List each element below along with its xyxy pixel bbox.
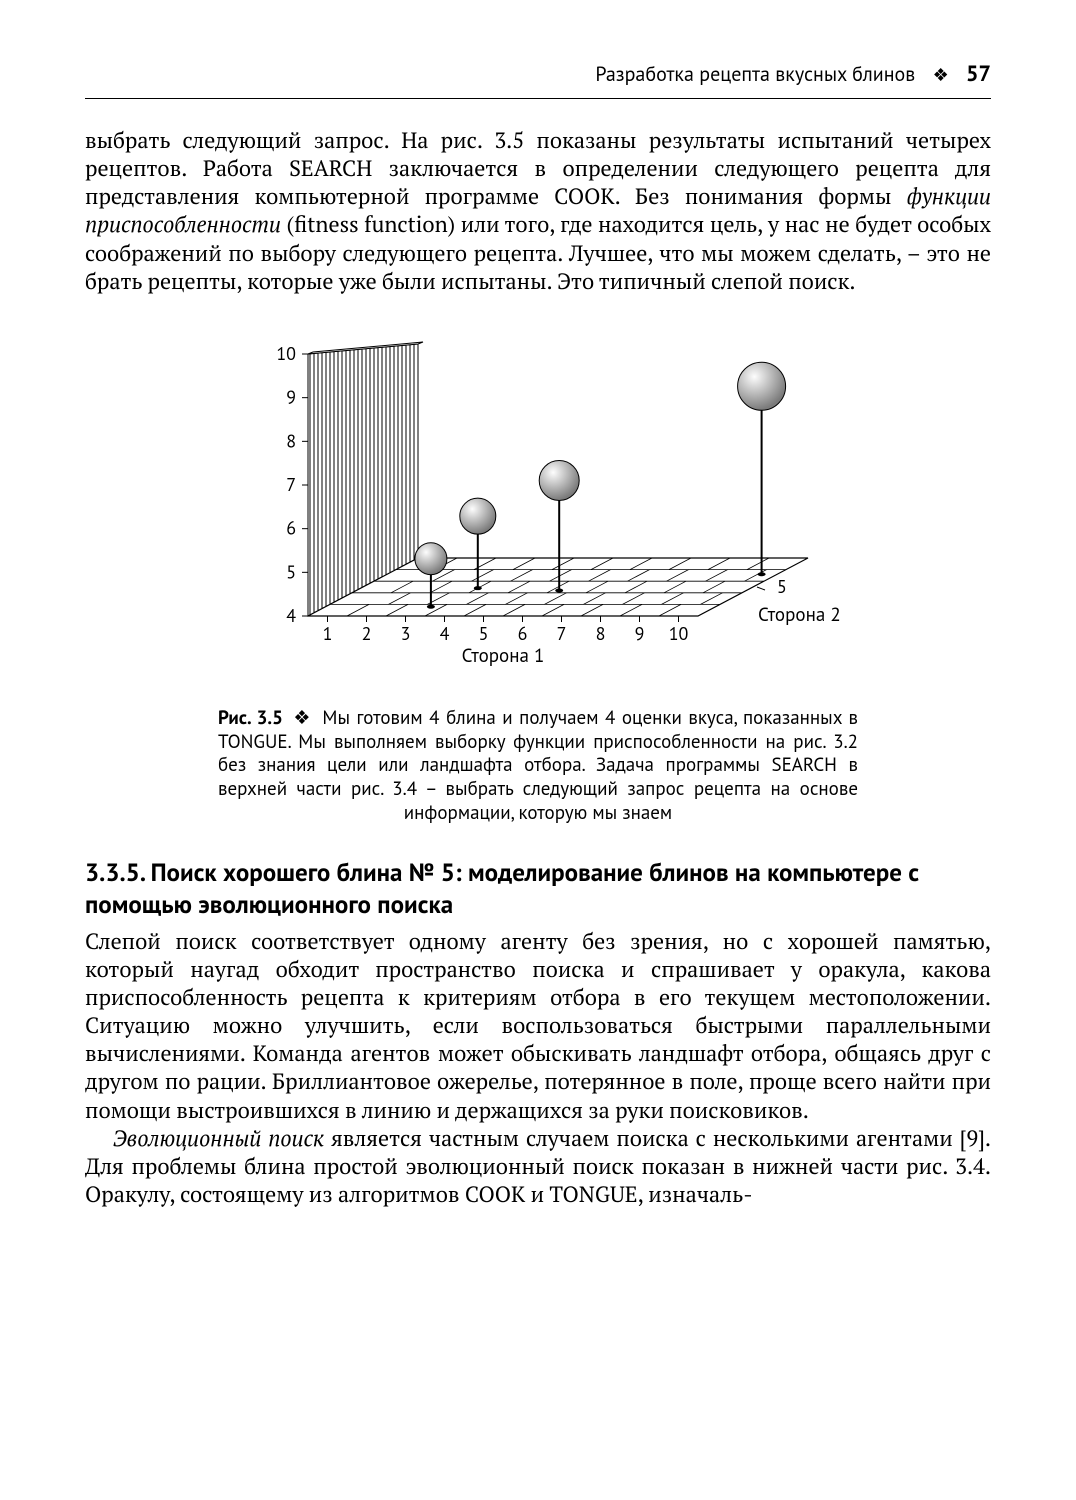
svg-text:7: 7 [557, 622, 567, 645]
svg-text:6: 6 [286, 517, 296, 540]
svg-text:5: 5 [479, 622, 489, 645]
running-head: Разработка рецепта вкусных блинов ❖ 57 [85, 60, 991, 99]
figure-3-5: 1098765412345678910Сторона 15Сторона 2 [85, 324, 991, 689]
figure-svg: 1098765412345678910Сторона 15Сторона 2 [188, 324, 888, 684]
para3-italic: Эволюционный поиск [113, 1124, 324, 1153]
page: Разработка рецепта вкусных блинов ❖ 57 в… [0, 0, 1076, 1500]
svg-text:4: 4 [440, 622, 450, 645]
svg-text:10: 10 [276, 342, 296, 365]
caption-text: Мы готовим 4 блина и получаем 4 оценки в… [218, 706, 858, 825]
paragraph-2: Слепой поиск соответствует одному агенту… [85, 928, 991, 1125]
svg-text:8: 8 [286, 429, 296, 452]
paragraph-1: выбрать следующий запрос. На рис. 3.5 по… [85, 127, 991, 296]
svg-text:2: 2 [362, 622, 372, 645]
svg-text:Сторона 1: Сторона 1 [462, 644, 545, 668]
svg-text:1: 1 [323, 622, 333, 645]
svg-text:6: 6 [518, 622, 528, 645]
caption-lead: Рис. 3.5 [218, 706, 283, 730]
svg-text:Сторона 2: Сторона 2 [758, 603, 841, 627]
svg-text:10: 10 [669, 622, 689, 645]
running-head-title: Разработка рецепта вкусных блинов [595, 61, 915, 87]
svg-text:4: 4 [286, 604, 296, 627]
svg-text:9: 9 [635, 622, 645, 645]
running-head-separator: ❖ [933, 63, 949, 86]
svg-text:5: 5 [286, 560, 296, 583]
svg-text:7: 7 [286, 473, 296, 496]
caption-separator: ❖ [293, 706, 312, 730]
section-heading-3-3-5: 3.3.5. Поиск хорошего блина № 5: моделир… [85, 856, 991, 920]
svg-text:3: 3 [401, 622, 411, 645]
figure-caption: Рис. 3.5 ❖ Мы готовим 4 блина и получаем… [218, 707, 858, 826]
svg-text:5: 5 [777, 575, 787, 598]
svg-text:9: 9 [286, 386, 296, 409]
page-number: 57 [966, 60, 991, 88]
para1-pre: выбрать следующий запрос. На рис. 3.5 по… [85, 126, 991, 211]
svg-text:8: 8 [596, 622, 606, 645]
paragraph-3: Эволюционный поиск является частным случ… [85, 1125, 991, 1209]
